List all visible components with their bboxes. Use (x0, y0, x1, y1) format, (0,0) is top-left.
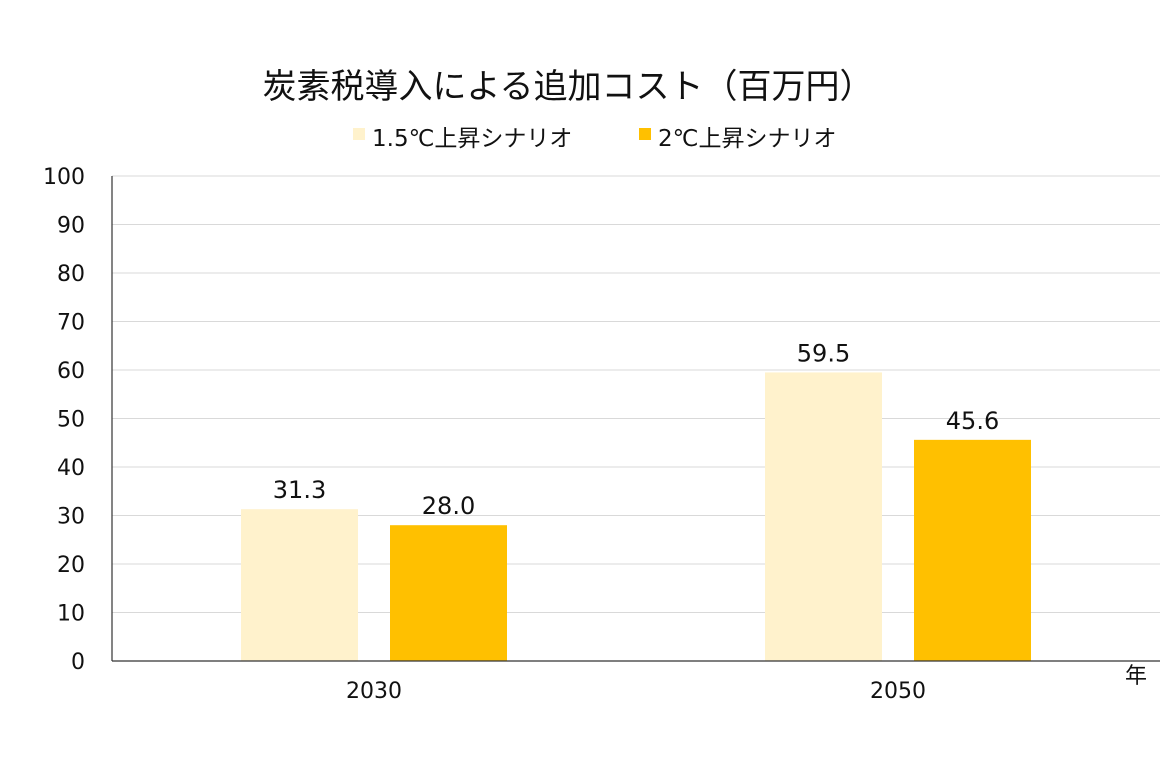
bars (241, 372, 1031, 661)
y-axis-ticks: 0 10 20 30 40 50 60 70 80 90 100 (43, 165, 85, 675)
data-label: 31.3 (273, 476, 326, 504)
y-tick-label: 10 (57, 602, 85, 627)
legend: 1.5℃上昇シナリオ 2℃上昇シナリオ (353, 126, 836, 152)
data-labels: 31.3 28.0 59.5 45.6 (273, 339, 999, 520)
chart-title: 炭素税導入による追加コスト（百万円） (263, 67, 874, 107)
bar-2050-series-2 (914, 439, 1031, 661)
data-label: 28.0 (422, 492, 475, 520)
bar-2030-series-2 (390, 525, 507, 661)
y-tick-label: 40 (57, 456, 85, 481)
bar-2030-series-1 (241, 509, 358, 661)
x-tick-label: 2050 (870, 679, 926, 704)
legend-swatch-1 (353, 128, 365, 140)
legend-label-1: 1.5℃上昇シナリオ (372, 126, 572, 152)
y-tick-label: 70 (57, 311, 85, 336)
legend-swatch-2 (639, 128, 651, 140)
y-tick-label: 90 (57, 214, 85, 239)
x-axis-label: 年 (1125, 664, 1147, 689)
bar-2050-series-1 (765, 372, 882, 661)
x-axis-ticks: 2030 2050 (346, 679, 926, 704)
y-tick-label: 80 (57, 262, 85, 287)
legend-label-2: 2℃上昇シナリオ (658, 126, 836, 152)
data-label: 59.5 (797, 339, 850, 367)
y-tick-label: 30 (57, 505, 85, 530)
y-tick-label: 60 (57, 359, 85, 384)
y-tick-label: 100 (43, 165, 85, 190)
y-tick-label: 20 (57, 553, 85, 578)
x-tick-label: 2030 (346, 679, 402, 704)
y-tick-label: 50 (57, 408, 85, 433)
y-tick-label: 0 (71, 650, 85, 675)
data-label: 45.6 (946, 407, 999, 435)
